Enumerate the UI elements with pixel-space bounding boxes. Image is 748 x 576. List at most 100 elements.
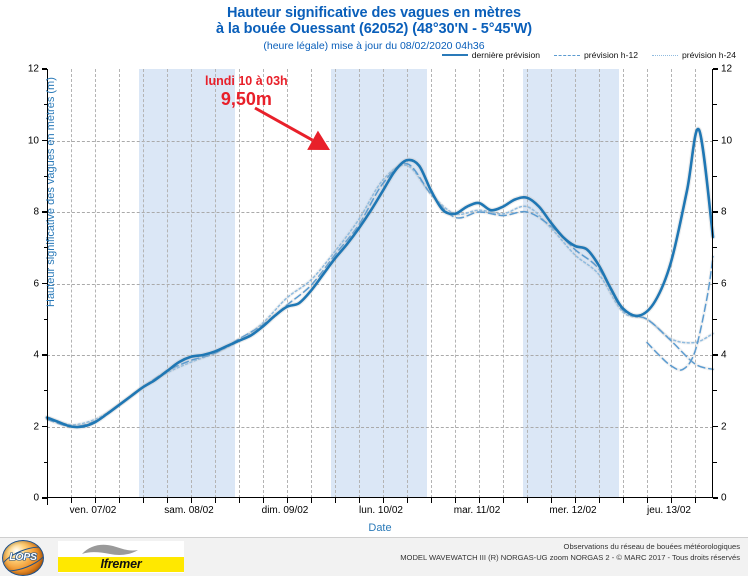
x-tick-114 xyxy=(503,498,505,503)
legend-label-2: prévision h-24 xyxy=(682,50,736,60)
gridline-v-66 xyxy=(311,69,312,498)
y-tick-6 xyxy=(713,282,718,285)
x-tick-54 xyxy=(263,498,265,503)
x-tick-144 xyxy=(623,498,625,503)
y-minor-tick-7 xyxy=(43,247,47,249)
gridline-v-138 xyxy=(599,69,600,498)
legend-item-prevision-h12: prévision h-12 xyxy=(554,50,638,60)
gridline-h-2 xyxy=(47,426,713,428)
y-axis-label-0: 0 xyxy=(33,492,39,504)
lops-logo-icon: LOPS xyxy=(2,540,44,576)
x-tick-120 xyxy=(527,498,529,503)
annotation-arrow-shaft xyxy=(254,106,314,142)
footer-credits: Observations du réseau de bouées météoro… xyxy=(400,541,740,563)
y-axis-right-label-12: 12 xyxy=(721,63,733,75)
x-tick-24 xyxy=(143,498,145,503)
y-axis-label-8: 8 xyxy=(33,206,39,218)
gridline-v-36 xyxy=(191,69,192,498)
y-tick-4 xyxy=(713,354,718,356)
y-minor-tick-11 xyxy=(713,104,717,106)
plot-area: 0 2 4 6 8 10 12 0 2 4 6 8 10 12 ven. 07/02 sam. 08/02… xyxy=(28,64,732,535)
y-axis-right-label-8: 8 xyxy=(721,206,727,218)
gridline-v-120 xyxy=(527,69,528,498)
gridline-h-10 xyxy=(47,140,713,142)
gridline-h-6 xyxy=(47,283,713,285)
x-axis-label-2: dim. 09/02 xyxy=(261,505,309,516)
y-axis-right xyxy=(711,69,713,498)
y-minor-tick-9 xyxy=(43,175,47,177)
y-tick-0 xyxy=(713,497,718,499)
y-axis-right-label-2: 2 xyxy=(721,421,727,432)
x-axis-label-4: mar. 11/02 xyxy=(453,505,501,516)
y-minor-tick-1 xyxy=(43,461,47,463)
y-axis-right-label-10: 10 xyxy=(721,135,733,146)
annotation-arrow-icon xyxy=(254,106,330,150)
gridline-v-72 xyxy=(335,69,336,498)
gridline-v-60 xyxy=(287,69,288,498)
gridline-v-162 xyxy=(695,69,696,498)
chart-header: Hauteur significative des vagues en mètr… xyxy=(0,0,748,53)
y-axis-label-10: 10 xyxy=(27,135,39,146)
gridline-v-18 xyxy=(119,69,120,498)
gridline-v-150 xyxy=(647,69,648,498)
x-axis-label-0: ven. 07/02 xyxy=(69,505,117,516)
y-axis-left xyxy=(47,69,49,498)
y-axis-title: Hauteur significative des vagues en mètr… xyxy=(45,77,57,307)
x-tick-6 xyxy=(71,498,73,503)
x-tick-90 xyxy=(407,498,409,503)
x-tick-60 xyxy=(287,498,289,503)
gridline-v-126 xyxy=(551,69,552,498)
x-axis-label-6: jeu. 13/02 xyxy=(647,505,691,516)
x-tick-48 xyxy=(239,498,241,503)
x-tick-18 xyxy=(119,498,121,503)
gridline-v-108 xyxy=(479,69,480,498)
y-minor-tick-5 xyxy=(43,318,47,320)
y-axis-label-2: 2 xyxy=(33,421,39,432)
y-axis-label-6: 6 xyxy=(33,278,39,289)
y-tick-8 xyxy=(713,211,718,213)
x-axis xyxy=(47,496,713,498)
x-tick-0 xyxy=(47,498,49,505)
y-tick-4 xyxy=(42,354,47,356)
y-minor-tick-9 xyxy=(713,175,717,177)
x-tick-72 xyxy=(335,498,337,503)
x-tick-66 xyxy=(311,498,313,503)
gridline-v-102 xyxy=(455,69,456,498)
y-minor-tick-3 xyxy=(43,390,47,392)
gridline-v-30 xyxy=(167,69,168,498)
gridline-v-156 xyxy=(671,69,672,498)
page-title-line-2: à la bouée Ouessant (62052) (48°30'N - 5… xyxy=(215,21,533,37)
x-tick-126 xyxy=(551,498,553,503)
chart-legend: dernière prévision prévision h-12 prévis… xyxy=(441,50,736,60)
legend-swatch-solid-icon xyxy=(441,54,468,56)
y-tick-6 xyxy=(42,282,47,285)
x-tick-108 xyxy=(479,498,481,503)
y-tick-8 xyxy=(42,211,47,213)
gridline-v-42 xyxy=(215,69,216,498)
y-minor-tick-3 xyxy=(713,390,717,392)
series-line-derniere-prevision xyxy=(45,127,715,429)
legend-label-0: dernière prévision xyxy=(471,50,541,60)
y-minor-tick-7 xyxy=(713,247,717,249)
y-tick-10 xyxy=(42,139,47,142)
gridline-v-24 xyxy=(143,69,144,498)
legend-swatch-dashed-icon xyxy=(554,54,581,56)
x-tick-102 xyxy=(455,498,457,503)
y-tick-12 xyxy=(713,68,718,70)
legend-item-prevision-h24: prévision h-24 xyxy=(652,50,736,60)
footer: LOPS Ifremer Observations du réseau de b… xyxy=(0,537,748,576)
ifremer-logo-text: Ifremer xyxy=(100,557,142,571)
gridline-h-4 xyxy=(47,355,713,356)
y-minor-tick-11 xyxy=(43,104,47,106)
gridline-v-78 xyxy=(359,69,360,498)
annotation-arrow-head xyxy=(307,130,330,150)
gridline-v-96 xyxy=(431,69,432,498)
x-axis-label-1: sam. 08/02 xyxy=(164,505,214,516)
x-tick-42 xyxy=(215,498,217,503)
y-axis-right-label-6: 6 xyxy=(721,278,727,289)
ifremer-logo-band xyxy=(58,557,184,572)
gridline-v-90 xyxy=(407,69,408,498)
y-tick-0 xyxy=(42,497,47,499)
x-tick-12 xyxy=(95,498,97,503)
